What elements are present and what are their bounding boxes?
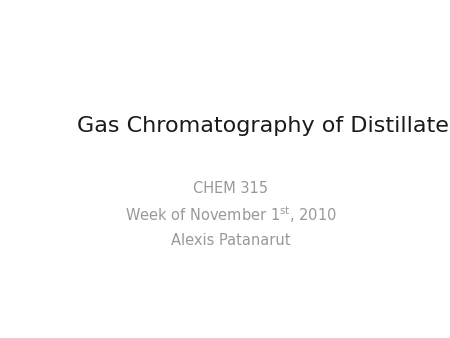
Text: Alexis Patanarut: Alexis Patanarut: [171, 234, 290, 248]
Text: Gas Chromatography of Distillate: Gas Chromatography of Distillate: [77, 117, 449, 137]
Text: Week of November 1$^{\mathregular{st}}$, 2010: Week of November 1$^{\mathregular{st}}$,…: [125, 204, 337, 225]
Text: CHEM 315: CHEM 315: [193, 182, 268, 196]
